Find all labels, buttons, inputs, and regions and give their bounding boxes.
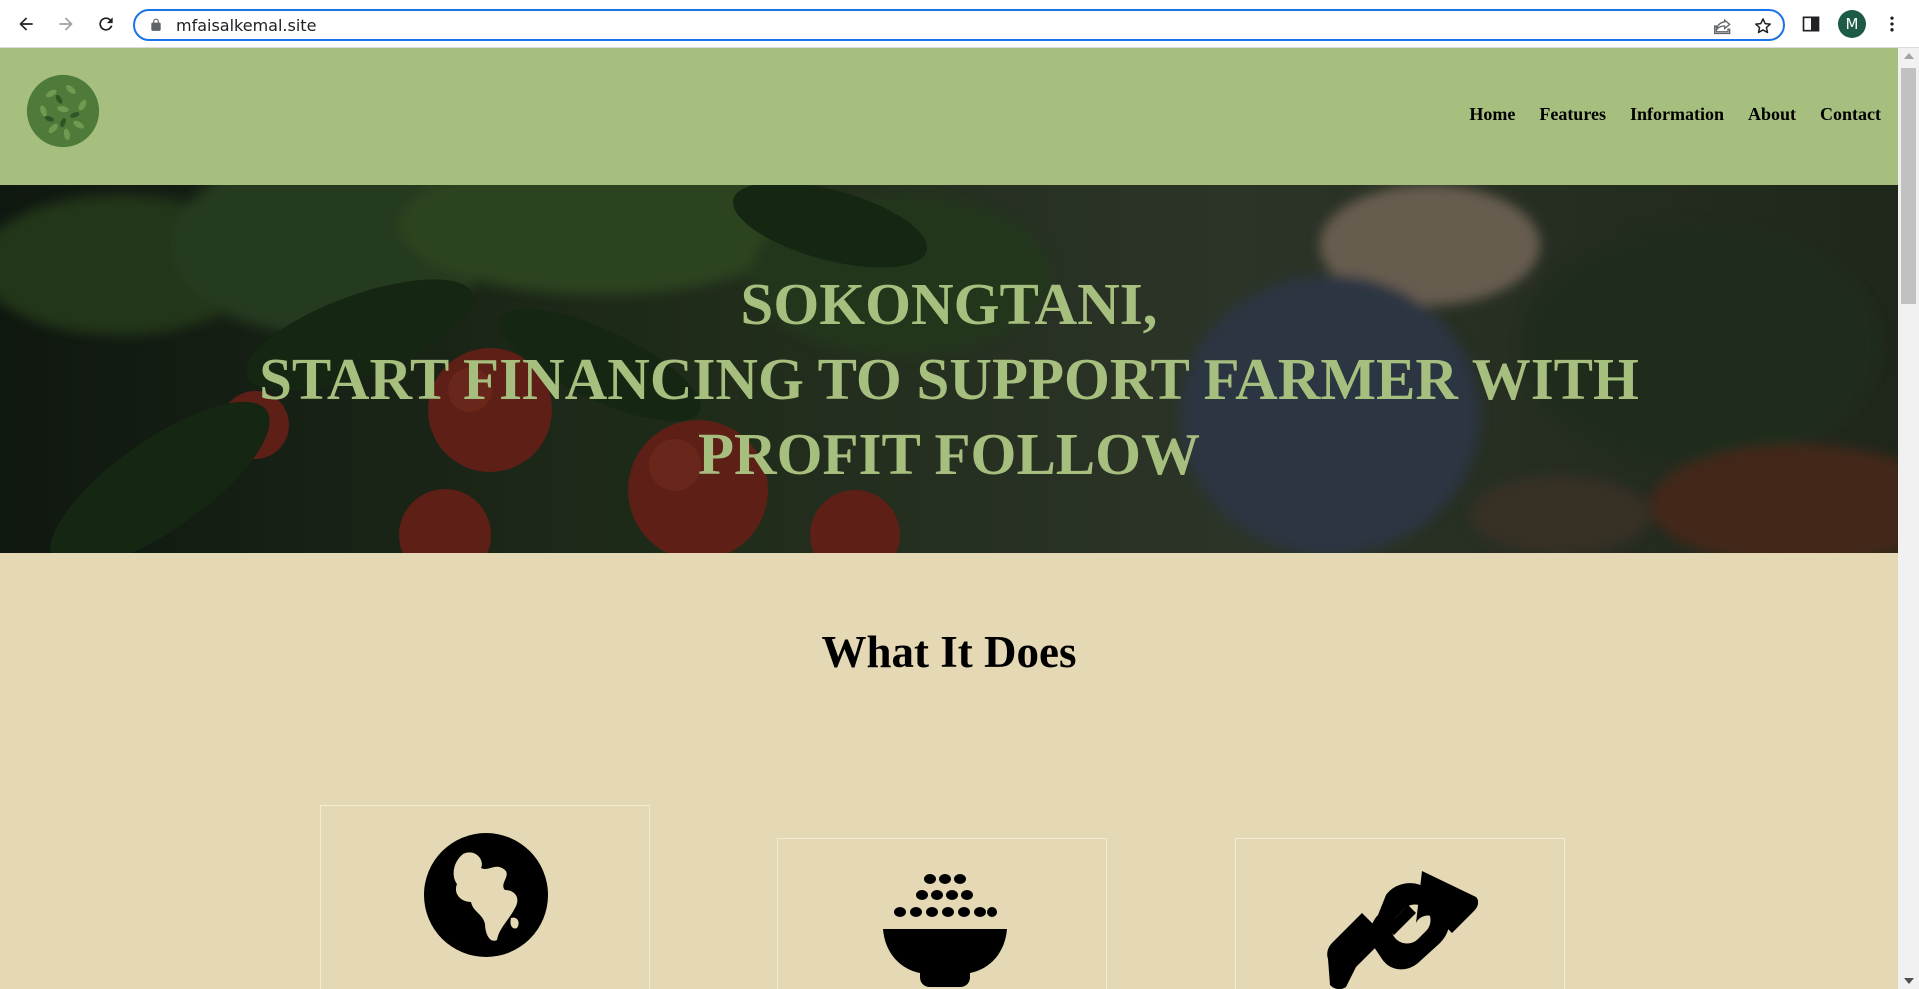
feature-card-globe (320, 805, 650, 989)
nav-information[interactable]: Information (1629, 104, 1724, 124)
profile-avatar[interactable]: M (1838, 10, 1866, 38)
rice-bowl-icon (883, 874, 1007, 987)
nav-about[interactable]: About (1747, 104, 1796, 124)
nav-home[interactable]: Home (1469, 104, 1516, 124)
site-nav: Home Features Information About Contact (1445, 104, 1881, 125)
side-panel-icon[interactable] (1799, 12, 1823, 36)
section-title: What It Does (821, 627, 1077, 677)
hero-heading: SOKONGTANI, START FINANCING TO SUPPORT F… (0, 267, 1898, 492)
hero-banner: SOKONGTANI, START FINANCING TO SUPPORT F… (0, 185, 1898, 553)
hero-line-1: SOKONGTANI, (740, 271, 1158, 337)
scroll-down-arrow-icon[interactable] (1904, 978, 1914, 984)
handshake-icon (1327, 871, 1478, 989)
hero-line-2: START FINANCING TO SUPPORT FARMER WITH (259, 346, 1639, 412)
web-page: Home Features Information About Contact (0, 48, 1898, 989)
nav-contact[interactable]: Contact (1820, 104, 1881, 124)
share-icon[interactable] (1713, 16, 1733, 36)
feature-card-bowl (777, 838, 1107, 989)
hero-background-image (0, 185, 1898, 553)
back-arrow-icon[interactable] (14, 12, 38, 36)
address-bar[interactable]: mfaisalkemal.site (133, 9, 1785, 41)
reload-icon[interactable] (94, 12, 118, 36)
url-text[interactable]: mfaisalkemal.site (176, 16, 317, 35)
globe-africa-icon (424, 833, 548, 957)
feature-card-handshake (1235, 838, 1565, 989)
scrollbar-thumb[interactable] (1901, 68, 1916, 304)
leaf-logo-icon[interactable] (24, 72, 102, 150)
forward-arrow-icon[interactable] (54, 12, 78, 36)
hero-line-3: PROFIT FOLLOW (697, 421, 1201, 487)
lock-icon[interactable] (149, 18, 163, 32)
nav-features[interactable]: Features (1539, 104, 1606, 124)
more-vert-icon[interactable] (1880, 12, 1904, 36)
scroll-up-arrow-icon[interactable] (1904, 53, 1914, 59)
page-scrollbar[interactable] (1898, 48, 1919, 989)
site-header: Home Features Information About Contact (0, 48, 1898, 185)
browser-toolbar: mfaisalkemal.site M (0, 0, 1919, 48)
bookmark-star-icon[interactable] (1753, 16, 1773, 36)
